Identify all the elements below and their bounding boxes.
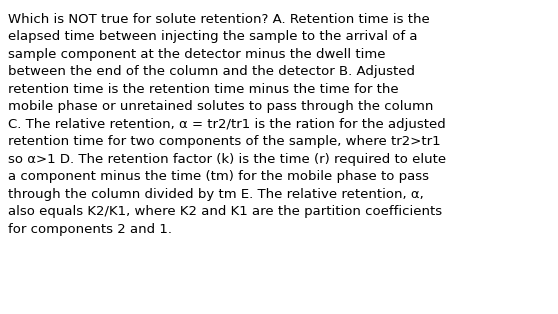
Text: Which is NOT true for solute retention? A. Retention time is the
elapsed time be: Which is NOT true for solute retention? …	[8, 13, 446, 236]
